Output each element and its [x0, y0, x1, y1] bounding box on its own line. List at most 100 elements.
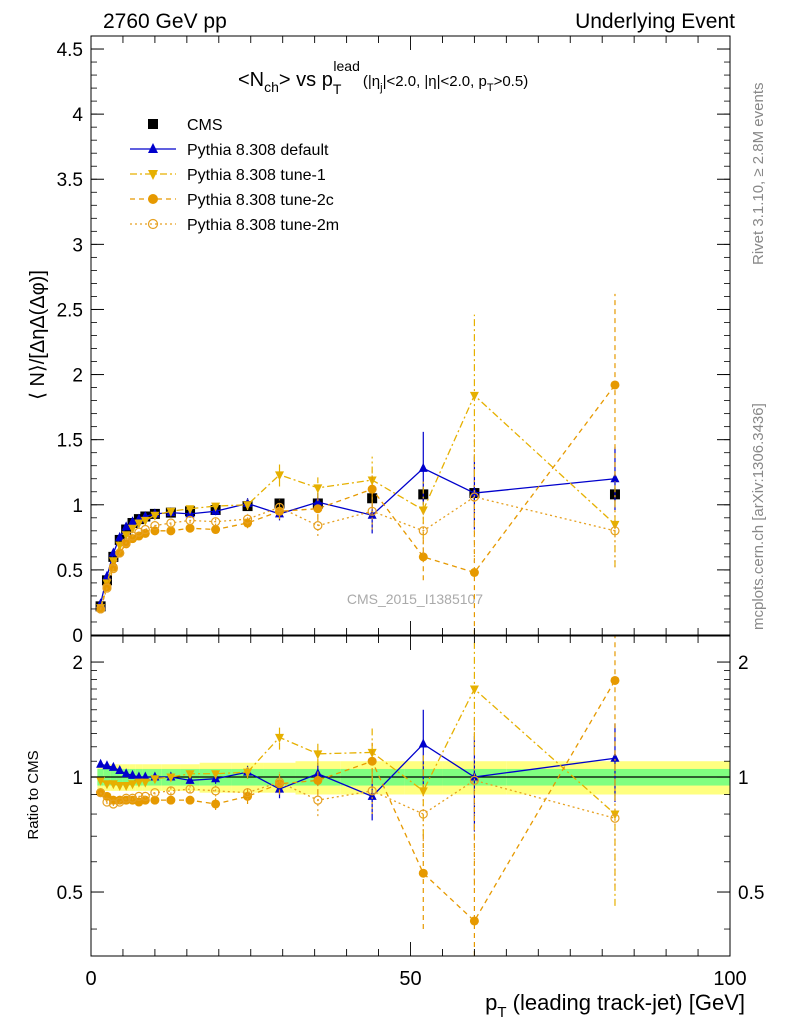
legend-label: Pythia 8.308 tune-1 [187, 167, 326, 184]
data-point [274, 777, 285, 787]
y-tick-label: 3.5 [57, 170, 83, 191]
title-main: <N [238, 69, 264, 91]
data-point [127, 793, 138, 803]
data-point [108, 799, 118, 809]
data-point [185, 795, 195, 805]
data-point [242, 788, 253, 798]
data-point [115, 765, 125, 775]
x-tick-label: 0 [85, 968, 96, 990]
data-point [418, 738, 428, 748]
data-point [102, 760, 112, 770]
data-point [418, 787, 428, 797]
data-point [313, 775, 323, 785]
data-point [134, 778, 144, 788]
data-point [150, 521, 160, 531]
data-point [150, 795, 160, 805]
side-text-top: Rivet 3.1.10, ≥ 2.8M events [750, 83, 767, 266]
ratio-y-tick-label-right: 0.5 [738, 883, 764, 904]
header-left: 2760 GeV pp [103, 10, 227, 33]
data-point [313, 521, 323, 531]
data-point [128, 780, 138, 790]
legend-item: Pythia 8.308 tune-1 [130, 167, 326, 184]
data-point [610, 675, 620, 685]
data-point [150, 511, 160, 521]
data-point [128, 524, 138, 534]
series-line [99, 496, 616, 610]
main-series-pythia-8-308-default [96, 431, 620, 608]
ratio-panel: 0.5 0.5 1 1 2 2 0 50 100 [57, 635, 764, 990]
x-axis-label: pT (leading track-jet) [GeV] [485, 990, 745, 1021]
xlabel-p: p [485, 990, 497, 1015]
data-point [313, 484, 323, 494]
data-point [313, 795, 323, 805]
y-tick-label: 4.5 [57, 40, 83, 61]
data-point [140, 524, 150, 535]
data-point [185, 774, 195, 784]
y-tick-label: 4 [72, 105, 83, 126]
data-point [108, 563, 118, 574]
data-point [134, 527, 144, 537]
legend-label: Pythia 8.308 tune-2m [187, 217, 339, 234]
data-point [469, 916, 479, 926]
data-point [242, 514, 253, 524]
data-point [140, 778, 150, 788]
data-point [134, 519, 144, 529]
legend-item: CMS [148, 117, 223, 134]
data-point [96, 758, 106, 768]
data-point [115, 548, 125, 558]
data-point [128, 516, 138, 526]
data-point [166, 773, 176, 783]
data-point [102, 583, 112, 593]
data-point [166, 786, 176, 796]
data-point [313, 504, 323, 514]
legend-marker [148, 143, 158, 153]
data-point [102, 780, 112, 790]
ratio-y-tick-label: 0.5 [57, 883, 83, 904]
data-point [185, 784, 195, 794]
data-point [367, 476, 377, 486]
main-series-pythia-8-308-tune-1 [96, 314, 620, 614]
data-point [108, 761, 118, 771]
data-point [243, 768, 253, 778]
data-point [150, 788, 160, 798]
xlabel-sub: T [497, 1004, 506, 1021]
y-tick-label: 2 [72, 366, 83, 387]
legend-marker [148, 170, 158, 180]
data-point [140, 791, 150, 801]
y-tick-label: 0 [72, 626, 83, 647]
legend-label: Pythia 8.308 tune-2c [187, 192, 334, 209]
data-point [469, 567, 479, 577]
data-point [367, 786, 377, 796]
xlabel-rest: (leading track-jet) [GeV] [507, 990, 745, 1015]
legend: CMS Pythia 8.308 default Pythia 8.308 tune… [130, 117, 339, 234]
data-point [275, 733, 285, 743]
y-tick-label: 0.5 [57, 561, 83, 582]
watermark: CMS_2015_I1385107 [347, 591, 483, 607]
title-sup-lead: lead [333, 58, 359, 74]
title-sub-T: T [333, 81, 342, 97]
ratio-series-pythia-8-308-tune-2m [95, 716, 620, 886]
data-point [140, 516, 150, 526]
data-point [211, 525, 221, 535]
side-text-bottom: mcplots.cern.ch [arXiv:1306.3436] [750, 403, 767, 630]
series-line [99, 384, 616, 610]
title-cond-a: (|η [363, 73, 380, 90]
legend-marker [148, 119, 158, 129]
y-tick-label: 1 [72, 496, 83, 517]
series-line [99, 394, 616, 608]
data-point [469, 391, 479, 401]
legend-item: Pythia 8.308 tune-2c [130, 192, 334, 209]
data-point [367, 506, 377, 516]
data-point [418, 526, 428, 536]
data-point [166, 507, 176, 517]
title-cond-sub-T: T [487, 82, 494, 94]
ratio-y-tick-label-right: 1 [738, 768, 749, 789]
ratio-y-tick-label: 2 [72, 653, 83, 674]
data-point [96, 776, 106, 786]
data-point [115, 782, 125, 792]
header-right: Underlying Event [575, 10, 735, 33]
data-point [211, 502, 221, 512]
data-point [418, 868, 428, 878]
y-tick-label: 2.5 [57, 300, 83, 321]
